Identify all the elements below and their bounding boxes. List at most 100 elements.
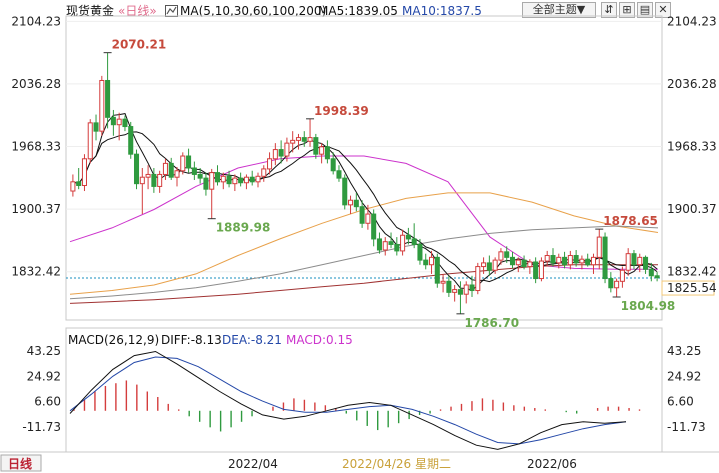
candle-up	[619, 269, 625, 282]
candle-up	[116, 118, 122, 126]
candle-up	[180, 155, 186, 172]
macd-axis-label-right: 6.60	[667, 395, 694, 409]
candle-up	[567, 255, 573, 266]
candle-down	[573, 255, 579, 264]
macd-axis-label-right: 24.92	[667, 369, 701, 383]
candle-up	[538, 260, 544, 280]
candle-down	[301, 137, 307, 142]
current-price-label: 1825.54	[667, 281, 717, 295]
candle-down	[585, 258, 591, 266]
candle-up	[145, 173, 151, 178]
candle-down	[214, 172, 221, 183]
candle-up	[139, 176, 145, 185]
period-tab[interactable]	[0, 454, 42, 472]
price-axis-label-right: 2104.23	[667, 14, 717, 28]
candle-down	[226, 175, 232, 185]
candle-down	[76, 181, 82, 187]
candle-up	[162, 162, 168, 175]
candle-down	[446, 280, 452, 293]
candle-down	[550, 255, 556, 264]
candle-up	[232, 177, 238, 185]
date-axis-label: 2022/04	[228, 457, 278, 471]
candle-down	[128, 126, 134, 155]
candle-down	[405, 234, 411, 240]
ma-line-ma100	[69, 225, 659, 300]
candle-up	[255, 175, 261, 183]
macd-axis-label-right: -11.73	[667, 420, 706, 434]
candle-down	[133, 153, 140, 185]
candle-down	[631, 253, 637, 266]
macd-histogram-value: MACD:0.15	[286, 333, 353, 347]
candle-up	[81, 158, 87, 187]
macd-panel-frame	[65, 327, 663, 453]
macd-axis-label-left: 6.60	[34, 395, 61, 409]
candle-down	[562, 256, 568, 266]
macd-axis-label-left: -11.73	[22, 420, 61, 434]
candle-up	[319, 146, 325, 155]
candle-up	[400, 234, 406, 252]
candle-up	[590, 256, 597, 266]
candle-down	[191, 167, 197, 175]
candle-up	[428, 256, 435, 266]
candle-down	[423, 259, 429, 266]
candle-down	[376, 238, 382, 251]
candle-up	[295, 137, 302, 141]
candle-up	[556, 256, 562, 264]
candle-down	[353, 199, 359, 208]
candle-down	[336, 170, 342, 179]
candle-up	[492, 259, 498, 271]
candle-down	[371, 213, 377, 240]
macd-axis-label-left: 24.92	[27, 369, 61, 383]
candle-down	[504, 251, 510, 258]
candle-down	[648, 268, 654, 277]
price-axis-label-right: 1832.42	[667, 265, 717, 279]
candle-up	[475, 266, 481, 292]
candle-up	[440, 280, 446, 284]
candle-down	[533, 261, 539, 280]
candle-down	[417, 243, 423, 261]
candle-up	[579, 258, 585, 264]
theme-selector-button[interactable]: 全部主题▼	[522, 2, 596, 18]
price-panel-frame	[65, 15, 663, 321]
candle-down	[434, 256, 440, 284]
candle-down	[324, 146, 330, 160]
candle-up	[220, 175, 226, 183]
candle-up	[637, 256, 643, 266]
candle-up	[290, 139, 296, 144]
instrument-title: 现货黄金	[66, 4, 115, 18]
candle-up	[596, 236, 602, 258]
extreme-label-high: 2070.21	[112, 38, 167, 52]
close-icon[interactable]: ✕	[655, 2, 671, 18]
price-axis-label-left: 1968.33	[11, 140, 61, 154]
candle-down	[342, 177, 348, 206]
price-axis-label-right: 1900.37	[667, 202, 717, 216]
date-axis-label: 2022/06	[527, 457, 577, 471]
settings-icon[interactable]: ▤	[637, 2, 653, 18]
candle-up	[498, 251, 504, 261]
candle-up	[87, 122, 93, 160]
price-axis-label-left: 2104.23	[11, 14, 61, 28]
candle-down	[197, 173, 203, 179]
candle-down	[249, 176, 255, 183]
candle-up	[209, 172, 215, 190]
resize-icon[interactable]: ⇵	[601, 2, 617, 18]
candle-up	[481, 262, 487, 268]
candle-up	[463, 284, 469, 295]
period-label[interactable]: «日线»	[118, 4, 157, 18]
candle-down	[110, 116, 116, 126]
candle-down	[388, 241, 394, 245]
candle-down	[93, 122, 99, 132]
extreme-label-low: 1804.98	[621, 299, 676, 313]
candle-up	[527, 261, 533, 268]
extreme-label-high: 1878.65	[603, 214, 658, 228]
candle-up	[307, 137, 313, 142]
candle-up	[625, 253, 631, 271]
zoom-in-icon[interactable]: ⊞	[619, 2, 635, 18]
macd-title: MACD(26,12,9)	[68, 333, 160, 347]
candle-up	[515, 259, 521, 266]
candle-down	[168, 162, 174, 178]
price-axis-label-right: 1968.33	[667, 140, 717, 154]
candle-up	[261, 168, 267, 177]
